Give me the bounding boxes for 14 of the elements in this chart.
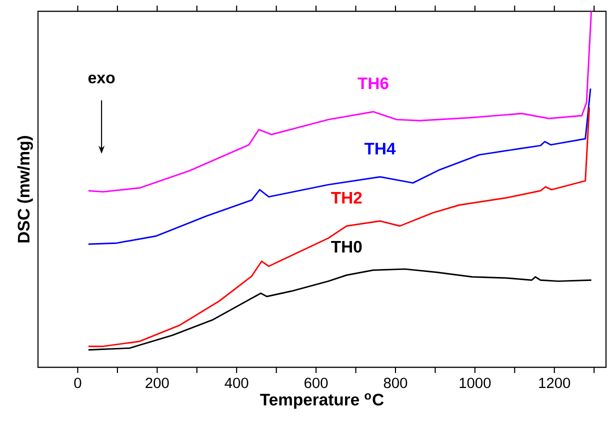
x-tick-label: 800 [384, 378, 408, 388]
series-label: TH0 [331, 240, 362, 253]
x-tick-label: 400 [224, 378, 248, 388]
y-axis-title: DSC (mw/mg) [17, 136, 33, 242]
x-axis-title: Temperature $^{o}$C [260, 393, 384, 409]
x-tick-label: 1000 [460, 378, 491, 388]
series-label: TH4 [364, 142, 396, 154]
x-tick-label: 1200 [539, 378, 570, 388]
series-label: TH6 [358, 77, 388, 90]
annotation: exo [88, 74, 115, 84]
x-tick-label: 200 [146, 378, 169, 388]
x-tick-label: 600 [304, 378, 328, 388]
series-label: TH2 [331, 192, 362, 204]
x-tick-label: 0 [74, 378, 82, 388]
